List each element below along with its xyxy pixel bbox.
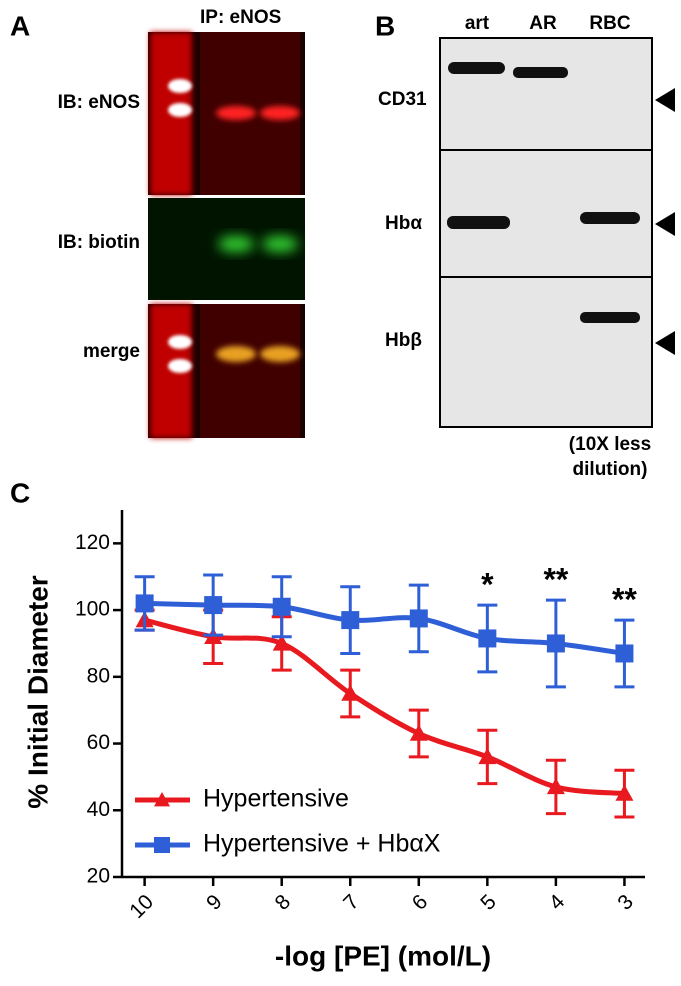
x-tick-label: 5 [476,890,501,915]
marker [409,609,428,628]
blot-a [148,32,305,438]
marker [478,629,497,648]
lane-label: RBC [589,13,630,34]
marker [341,611,360,630]
y-tick-label: 20 [87,865,110,888]
legend-label: Hypertensive + HbαX [203,830,441,858]
y-tick-label: 60 [87,731,110,754]
marker [272,597,291,616]
row-label: merge [83,341,140,362]
y-axis-title: % Initial Diameter [22,575,53,809]
marker [204,596,223,615]
row-label: Hbα [385,213,422,234]
marker [546,634,565,653]
panel-letter: B [375,10,395,41]
legend-label: Hypertensive [203,785,349,813]
y-tick-label: 80 [87,664,110,687]
annotation: ** [543,562,568,598]
marker [272,634,291,651]
x-axis-title: -log [PE] (mol/L) [275,940,491,971]
row-label: Hbβ [385,330,422,351]
lane-label: AR [529,13,557,34]
marker [341,684,360,701]
marker [154,792,170,807]
marker [615,784,634,801]
note: (10X less [569,434,651,455]
row-label: CD31 [378,89,427,110]
marker [135,594,154,613]
y-tick-label: 100 [75,598,110,621]
y-tick-label: 120 [75,531,110,554]
marker [154,837,170,853]
x-tick-label: 6 [408,890,433,915]
lane-label: art [465,13,490,34]
blot-b [439,37,675,428]
x-tick-label: 4 [545,890,570,915]
marker [615,644,634,663]
series-line [144,617,625,797]
x-tick-label: 7 [339,890,364,915]
panel-letter: C [10,477,30,508]
blot-header: IP: eNOS [200,7,281,28]
marker [478,747,497,765]
y-tick-label: 40 [87,798,110,821]
annotation: * [481,567,494,603]
x-tick-label: 9 [202,890,227,915]
x-tick-label: 10 [125,890,158,923]
x-tick-label: 8 [271,890,296,915]
note: dilution) [573,459,648,480]
row-label: IB: eNOS [58,92,140,113]
row-label: IB: biotin [58,232,140,253]
panel-letter: A [10,10,30,41]
marker [409,724,428,741]
x-tick-label: 3 [613,890,638,915]
marker [546,777,565,795]
annotation: ** [612,582,637,618]
